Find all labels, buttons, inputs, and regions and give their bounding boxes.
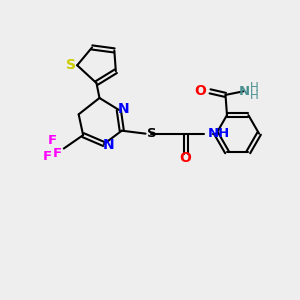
Text: H: H <box>250 89 259 102</box>
Text: N: N <box>103 138 115 152</box>
Text: S: S <box>147 127 157 140</box>
Text: H: H <box>250 81 259 94</box>
Text: O: O <box>194 84 206 98</box>
Text: F: F <box>47 134 56 147</box>
Text: N: N <box>118 102 129 116</box>
Text: N: N <box>238 85 250 98</box>
Text: F: F <box>43 150 52 163</box>
Text: NH: NH <box>208 127 230 140</box>
Text: S: S <box>66 58 76 72</box>
Text: O: O <box>180 151 192 165</box>
Text: F: F <box>53 147 62 160</box>
